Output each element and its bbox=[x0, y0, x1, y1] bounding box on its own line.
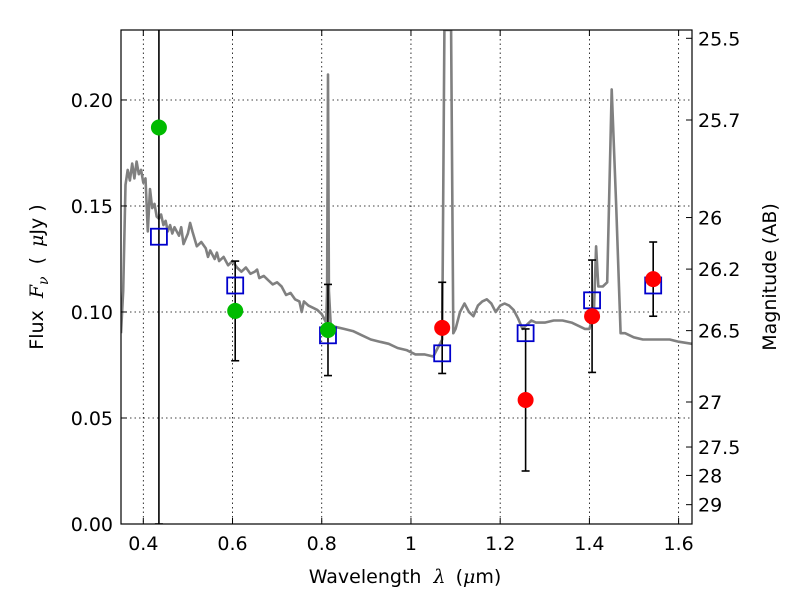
y-axis-label-text: Flux bbox=[26, 310, 48, 350]
y-tick-label: 0.15 bbox=[71, 196, 113, 218]
observed-point bbox=[645, 271, 662, 288]
x-axis-label-unit-rest: m) bbox=[475, 566, 501, 588]
y-axis-label-unit-mu: μ bbox=[26, 235, 48, 247]
magnitude-tick-label: 25.5 bbox=[698, 28, 740, 50]
y-axis-label-unit-open: ( bbox=[26, 257, 48, 264]
model-box bbox=[433, 344, 452, 363]
observed-point bbox=[517, 391, 534, 408]
x-axis-label-unit-mu: μ bbox=[463, 566, 475, 588]
observed-point bbox=[584, 308, 601, 325]
y-axis-label: Flux Fν ( μJy ) bbox=[26, 204, 53, 349]
observed-point bbox=[434, 319, 451, 336]
y-axis-label-symbol: F bbox=[26, 284, 48, 299]
y-tick-label: 0.00 bbox=[71, 514, 113, 536]
magnitude-tick-label: 27.5 bbox=[698, 437, 740, 459]
x-axis-label-text: Wavelength bbox=[309, 566, 422, 588]
x-tick-label: 0.4 bbox=[128, 533, 158, 555]
y-tick-label: 0.10 bbox=[71, 302, 113, 324]
model-box-layer bbox=[150, 227, 663, 363]
x-tick-label: 1.4 bbox=[574, 533, 604, 555]
magnitude-tick-label: 26 bbox=[698, 208, 722, 230]
model-box bbox=[226, 276, 245, 295]
x-tick-label: 1.2 bbox=[485, 533, 515, 555]
model-spectrum-line bbox=[121, 30, 692, 358]
x-axis-label-symbol: λ bbox=[432, 566, 445, 588]
y-tick-label: 0.20 bbox=[71, 90, 113, 112]
model-box bbox=[516, 324, 535, 343]
x-tick-label: 1 bbox=[405, 533, 417, 555]
x-axis-label: Wavelength λ (μm) bbox=[309, 566, 502, 588]
observed-point bbox=[319, 322, 336, 339]
magnitude-tick-label: 29 bbox=[698, 495, 722, 517]
x-axis-label-unit-open: ( bbox=[456, 566, 463, 588]
x-axis-ticks: 0.4 0.6 0.8 1 1.2 1.4 1.6 bbox=[128, 30, 694, 555]
y-axis-label-unit-rest: Jy ) bbox=[26, 204, 48, 235]
magnitude-axis-ticks: 25.5 25.7 26 26.2 26.5 27 27.5 28 29 bbox=[686, 28, 740, 517]
magnitude-tick-label: 26.2 bbox=[698, 259, 740, 281]
magnitude-tick-label: 25.7 bbox=[698, 110, 740, 132]
magnitude-tick-label: 26.5 bbox=[698, 321, 740, 343]
y-axis-label-subscript: ν bbox=[36, 276, 52, 285]
observed-point bbox=[150, 119, 167, 136]
observed-point-layer bbox=[150, 119, 662, 408]
magnitude-tick-label: 28 bbox=[698, 465, 722, 487]
observed-point bbox=[227, 302, 244, 319]
magnitude-tick-label: 27 bbox=[698, 392, 722, 414]
magnitude-axis-label: Magnitude (AB) bbox=[759, 203, 781, 351]
y-axis-ticks: 0.00 0.05 0.10 0.15 0.20 bbox=[71, 90, 127, 536]
x-tick-label: 1.6 bbox=[664, 533, 694, 555]
y-tick-label: 0.05 bbox=[71, 408, 113, 430]
model-box bbox=[150, 227, 168, 246]
x-tick-label: 0.6 bbox=[217, 533, 247, 555]
plot-frame bbox=[120, 29, 693, 525]
model-spectrum-layer bbox=[121, 30, 692, 358]
x-tick-label: 0.8 bbox=[307, 533, 337, 555]
